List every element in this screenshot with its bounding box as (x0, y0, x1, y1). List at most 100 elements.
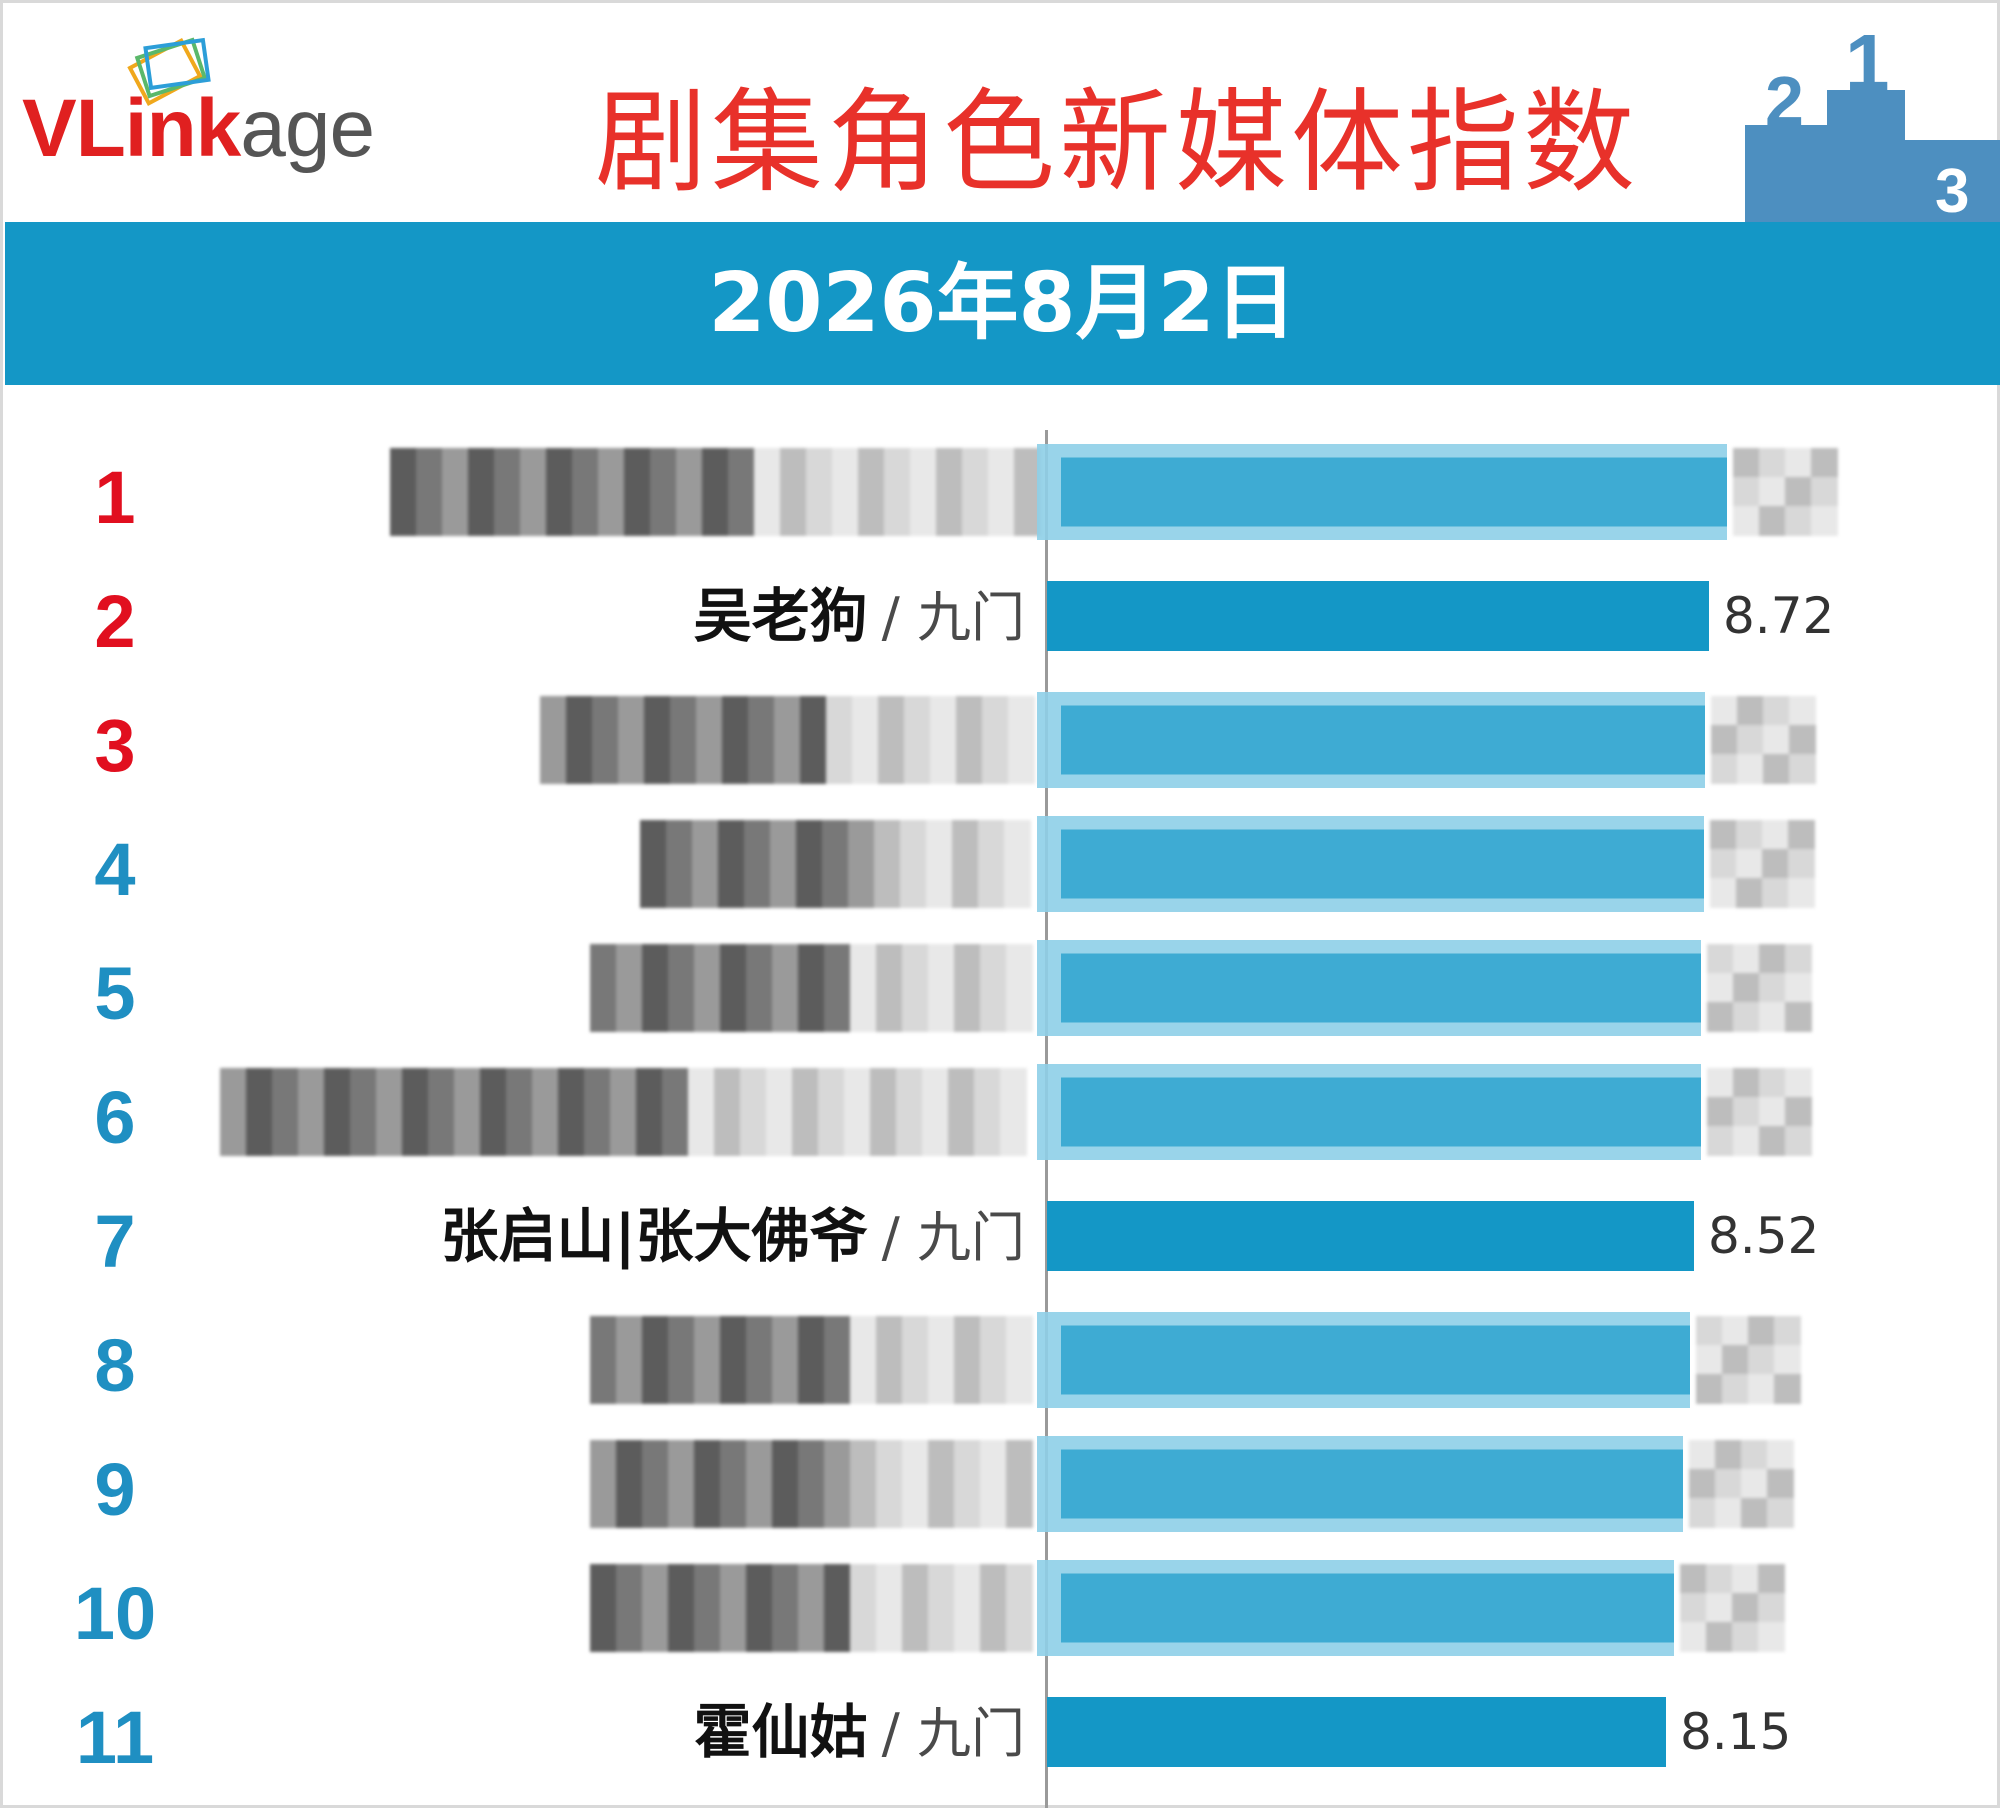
mosaic-tile (824, 1002, 851, 1032)
mosaic-tile (876, 1440, 903, 1470)
mosaic-tile (748, 754, 775, 784)
mosaic-tile (848, 849, 875, 879)
mosaic-tile (826, 725, 853, 755)
mosaic-tile (636, 1097, 663, 1127)
mosaic-tile (884, 477, 911, 507)
mosaic-tile (670, 725, 697, 755)
mosaic-tile (772, 1622, 799, 1652)
redacted-value-mosaic (1696, 1316, 1801, 1404)
mosaic-tile (980, 1593, 1007, 1623)
mosaic-tile (954, 1622, 981, 1652)
mosaic-tile (746, 1345, 773, 1375)
character-name: 吴老狗 / 九门 (694, 554, 1025, 693)
mosaic-tile (948, 1126, 975, 1156)
mosaic-tile (668, 1498, 695, 1528)
mosaic-tile (902, 1622, 929, 1652)
mosaic-tile (850, 1316, 877, 1346)
mosaic-tile (650, 506, 677, 536)
mosaic-tile (246, 1126, 273, 1156)
mosaic-tile (1006, 1498, 1033, 1528)
mosaic-tile (1707, 1126, 1734, 1156)
mosaic-tile (870, 1068, 897, 1098)
svg-text:3: 3 (1935, 157, 1969, 222)
mosaic-tile (390, 448, 417, 478)
mosaic-tile (902, 1002, 929, 1032)
mosaic-tile (870, 1126, 897, 1156)
mosaic-tile (590, 1002, 617, 1032)
mosaic-tile (720, 1316, 747, 1346)
mosaic-tile (1741, 1440, 1768, 1470)
mosaic-tile (642, 1498, 669, 1528)
mosaic-tile (1004, 849, 1031, 879)
mosaic-tile (376, 1068, 403, 1098)
mosaic-tile (590, 1440, 617, 1470)
mosaic-tile (974, 1068, 1001, 1098)
rank-label: 6 (94, 1076, 136, 1159)
redacted-name-mosaic (590, 1316, 1040, 1404)
mosaic-tile (402, 1126, 429, 1156)
bar-mosaic-glow (1037, 692, 1705, 788)
mosaic-tile (902, 1440, 929, 1470)
mosaic-tile (928, 1316, 955, 1346)
mosaic-tile (694, 1469, 721, 1499)
mosaic-tile (848, 878, 875, 908)
mosaic-tile (1788, 820, 1815, 850)
mosaic-tile (746, 1622, 773, 1652)
mosaic-tile (720, 973, 747, 1003)
mosaic-tile (824, 973, 851, 1003)
mosaic-tile (1741, 1498, 1768, 1528)
mosaic-tile (822, 849, 849, 879)
character-name: 张启山|张大佛爷 / 九门 (440, 1174, 1025, 1313)
mosaic-tile (1689, 1440, 1716, 1470)
rank-label: 7 (94, 1200, 136, 1283)
mosaic-tile (818, 1068, 845, 1098)
mosaic-tile (468, 477, 495, 507)
mosaic-tile (1006, 1374, 1033, 1404)
mosaic-tile (642, 1374, 669, 1404)
mosaic-tile (850, 1002, 877, 1032)
mosaic-tile (954, 1345, 981, 1375)
mosaic-tile (1767, 1498, 1794, 1528)
mosaic-tile (520, 448, 547, 478)
mosaic-tile (902, 944, 929, 974)
mosaic-tile (590, 1622, 617, 1652)
mosaic-tile (642, 973, 669, 1003)
value-bar (1037, 1436, 1683, 1532)
mosaic-tile (590, 1345, 617, 1375)
mosaic-tile (494, 506, 521, 536)
mosaic-tile (876, 1622, 903, 1652)
mosaic-tile (1759, 1126, 1786, 1156)
mosaic-tile (1763, 725, 1790, 755)
rank-label: 11 (75, 1696, 155, 1779)
mosaic-tile (962, 448, 989, 478)
mosaic-tile (772, 1440, 799, 1470)
mosaic-tile (688, 1068, 715, 1098)
mosaic-tile (930, 696, 957, 726)
mosaic-tile (772, 1345, 799, 1375)
mosaic-tile (792, 1097, 819, 1127)
mosaic-tile (720, 1374, 747, 1404)
mosaic-tile (926, 878, 953, 908)
mosaic-tile (668, 1593, 695, 1623)
mosaic-tile (616, 944, 643, 974)
mosaic-tile (954, 1469, 981, 1499)
mosaic-tile (350, 1126, 377, 1156)
mosaic-tile (850, 1498, 877, 1528)
mosaic-tile (806, 477, 833, 507)
value-bar (1037, 1064, 1701, 1160)
svg-text:2: 2 (1765, 62, 1804, 140)
mosaic-tile (702, 448, 729, 478)
mosaic-tile (694, 1345, 721, 1375)
mosaic-tile (772, 1316, 799, 1346)
mosaic-tile (668, 1622, 695, 1652)
mosaic-tile (744, 849, 771, 879)
mosaic-tile (666, 878, 693, 908)
mosaic-tile (642, 1345, 669, 1375)
mosaic-tile (1758, 1564, 1785, 1594)
mosaic-tile (954, 1374, 981, 1404)
mosaic-tile (1733, 944, 1760, 974)
rank-label: 4 (94, 828, 136, 911)
mosaic-tile (468, 448, 495, 478)
mosaic-tile (858, 506, 885, 536)
mosaic-tile (694, 1374, 721, 1404)
